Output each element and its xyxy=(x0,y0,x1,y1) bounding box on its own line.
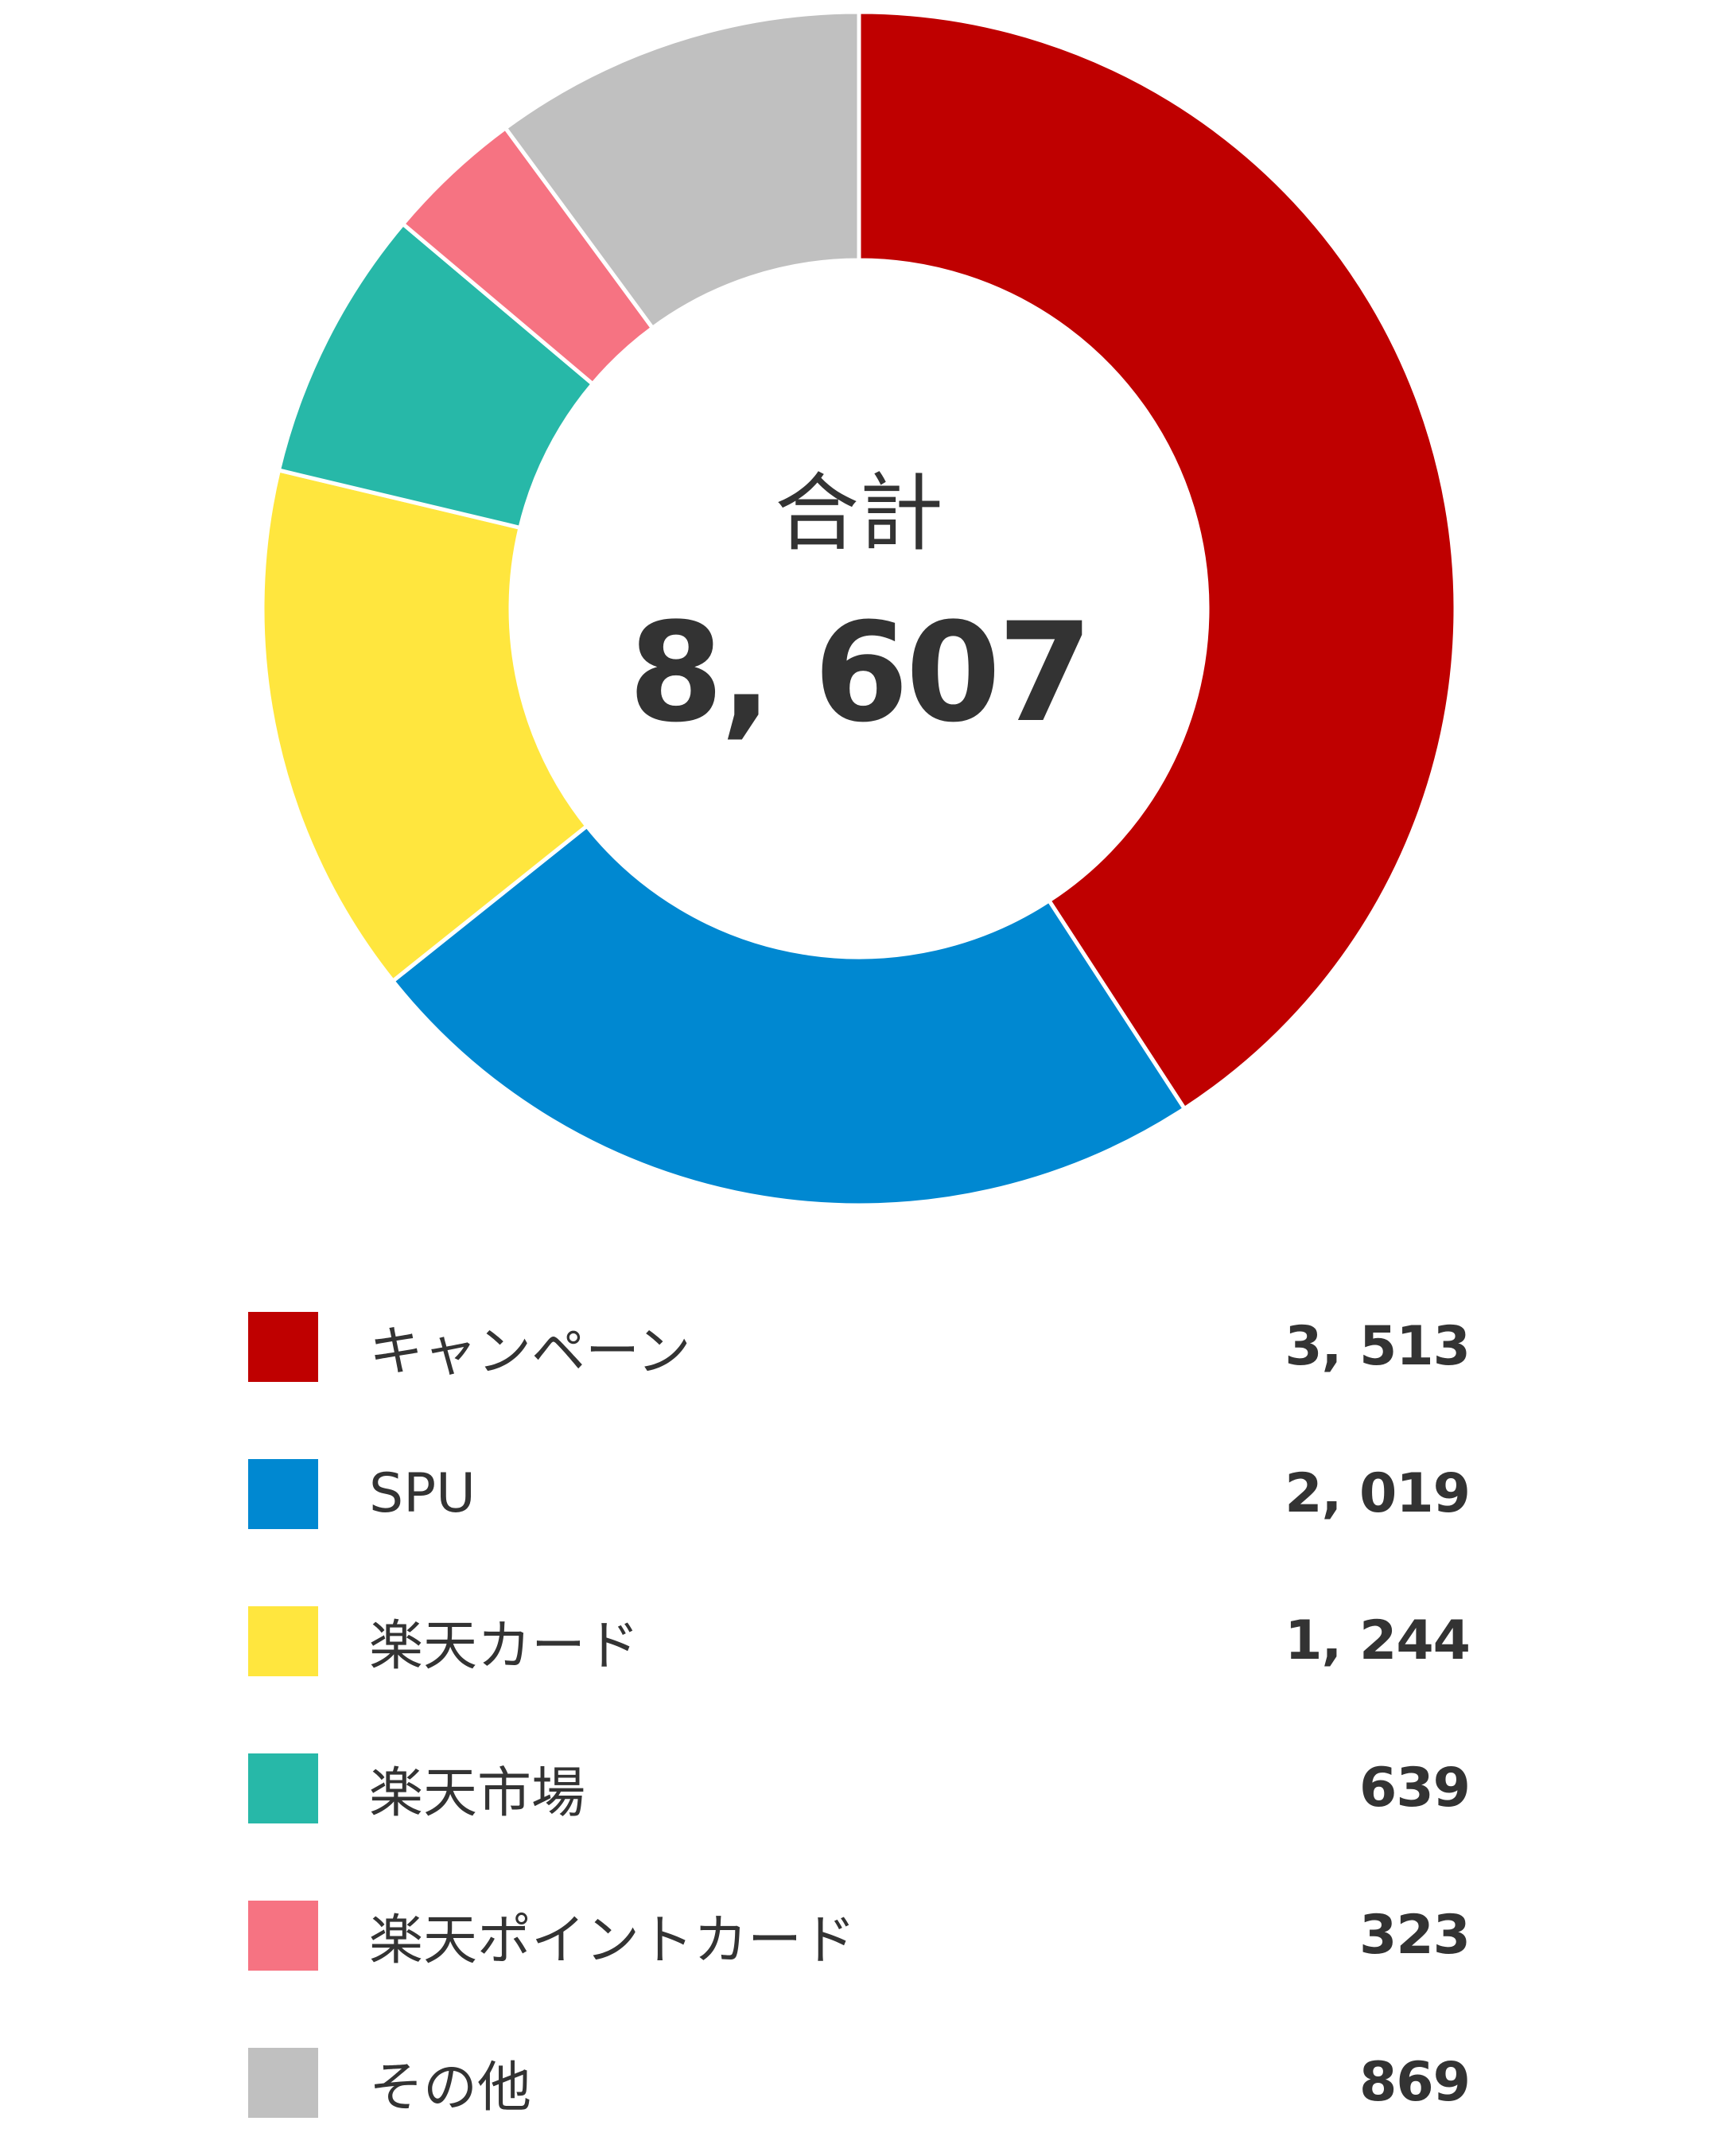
donut-slice-2 xyxy=(260,467,590,984)
donut-slice-5 xyxy=(502,10,861,331)
donut-slice-1 xyxy=(390,823,1187,1208)
legend-swatch xyxy=(248,2047,318,2118)
legend-label: 楽天市場 xyxy=(369,1762,586,1825)
legend-value: 3, 513 xyxy=(1285,1315,1471,1378)
legend-swatch xyxy=(248,1753,318,1823)
legend-value: 869 xyxy=(1359,2051,1471,2114)
legend-swatch xyxy=(248,1458,318,1529)
legend-value: 639 xyxy=(1359,1757,1471,1819)
legend-swatch xyxy=(248,1605,318,1676)
legend-label: 楽天カード xyxy=(369,1615,640,1678)
chart-legend: キャンペーン 3, 513 SPU 2, 019 楽天カード 1, 244 楽天市場 639 楽… xyxy=(248,1273,1471,2156)
legend-label: その他 xyxy=(369,2057,532,2119)
legend-value: 1, 244 xyxy=(1285,1609,1471,1672)
legend-label: キャンペーン xyxy=(369,1321,691,1383)
legend-item: その他 869 xyxy=(248,2009,1471,2156)
donut-chart: 合計 8, 607 xyxy=(260,10,1458,1208)
legend-item: 楽天カード 1, 244 xyxy=(248,1567,1471,1714)
legend-item: 楽天市場 639 xyxy=(248,1714,1471,1862)
donut-slices xyxy=(260,10,1458,1208)
donut-slice-0 xyxy=(857,10,1458,1112)
legend-swatch xyxy=(248,1900,318,1971)
legend-value: 323 xyxy=(1359,1904,1471,1967)
legend-label: SPU xyxy=(369,1462,476,1525)
legend-label: 楽天ポイントカード xyxy=(369,1909,857,1972)
legend-swatch xyxy=(248,1311,318,1382)
legend-item: SPU 2, 019 xyxy=(248,1420,1471,1567)
legend-value: 2, 019 xyxy=(1285,1462,1471,1525)
center-title: 合計 xyxy=(775,465,943,562)
center-total: 8, 607 xyxy=(628,593,1090,753)
legend-item: 楽天ポイントカード 323 xyxy=(248,1862,1471,2009)
legend-item: キャンペーン 3, 513 xyxy=(248,1273,1471,1420)
